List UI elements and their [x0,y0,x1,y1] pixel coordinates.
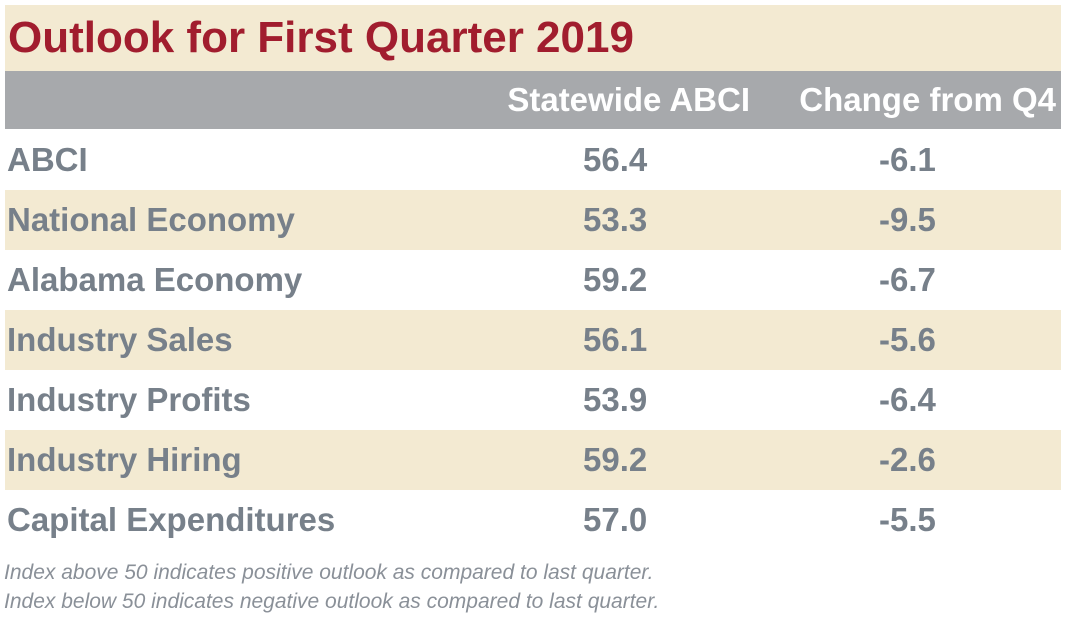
table-row: Capital Expenditures 57.0 -5.5 [5,490,1061,550]
abci-value: 57.0 [583,501,648,538]
change-value: -6.7 [879,261,936,298]
table-row: Industry Sales 56.1 -5.6 [5,310,1061,370]
table-title: Outlook for First Quarter 2019 [8,13,634,62]
change-value: -5.5 [879,501,936,538]
abci-value: 56.1 [583,321,648,358]
change-value: -9.5 [879,201,936,238]
footnote-negative: Index below 50 indicates negative outloo… [4,590,660,613]
title-bar: Outlook for First Quarter 2019 [5,5,1061,71]
abci-value: 53.3 [583,201,648,238]
change-value: -5.6 [879,321,936,358]
abci-value: 53.9 [583,381,648,418]
header-row: Statewide ABCI Change from Q4 [5,71,1061,129]
row-label: Industry Sales [7,321,233,358]
column-header-change-from-q4: Change from Q4 [799,81,1056,118]
row-label: Industry Hiring [7,441,242,478]
abci-value: 59.2 [583,261,648,298]
change-value: -2.6 [879,441,936,478]
abci-value: 56.4 [583,141,648,178]
change-value: -6.1 [879,141,936,178]
table-row: ABCI 56.4 -6.1 [5,130,1061,190]
row-label: ABCI [7,141,88,178]
table-row: Industry Profits 53.9 -6.4 [5,370,1061,430]
row-label: National Economy [7,201,295,238]
footnote-positive: Index above 50 indicates positive outloo… [4,561,654,584]
table-row: Industry Hiring 59.2 -2.6 [5,430,1061,490]
row-label: Capital Expenditures [7,501,336,538]
table-row: National Economy 53.3 -9.5 [5,190,1061,250]
row-label: Industry Profits [7,381,251,418]
row-label: Alabama Economy [7,261,303,298]
abci-value: 59.2 [583,441,648,478]
table-row: Alabama Economy 59.2 -6.7 [5,250,1061,310]
column-header-statewide-abci: Statewide ABCI [507,81,750,118]
change-value: -6.4 [879,381,936,418]
